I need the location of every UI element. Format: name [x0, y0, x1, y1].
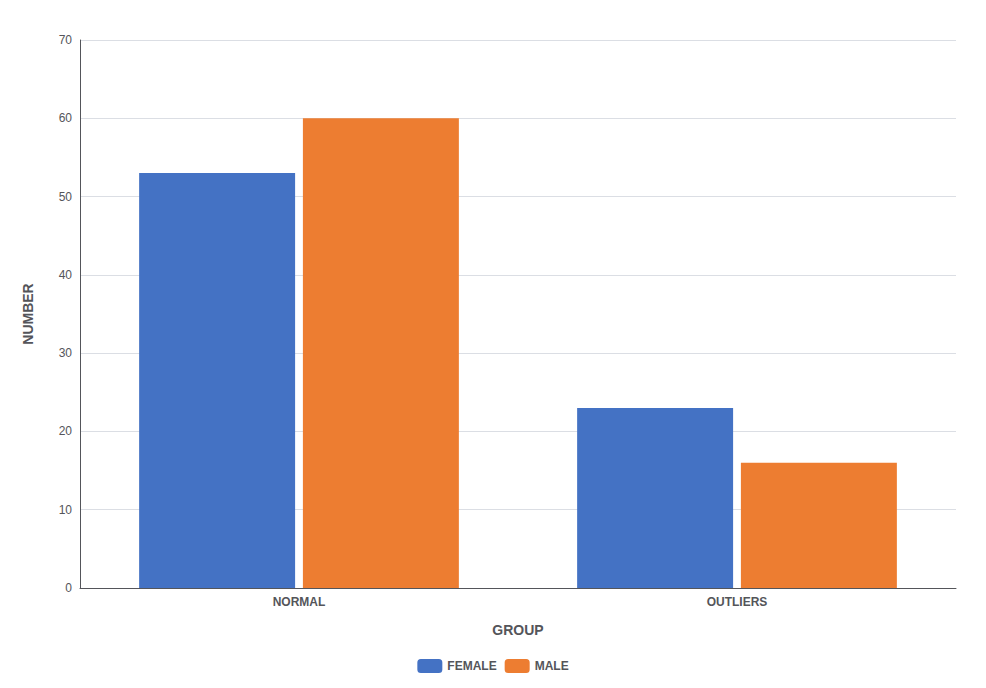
svg-text:MALE: MALE [535, 659, 569, 673]
svg-text:20: 20 [59, 424, 73, 438]
svg-text:FEMALE: FEMALE [447, 659, 496, 673]
svg-text:NORMAL: NORMAL [273, 595, 326, 609]
svg-text:GROUP: GROUP [492, 622, 543, 638]
svg-text:60: 60 [59, 111, 73, 125]
svg-text:10: 10 [59, 503, 73, 517]
svg-text:NUMBER: NUMBER [20, 283, 36, 344]
svg-text:40: 40 [59, 268, 73, 282]
svg-text:0: 0 [65, 581, 72, 595]
svg-text:50: 50 [59, 190, 73, 204]
svg-text:70: 70 [59, 33, 73, 47]
svg-text:30: 30 [59, 346, 73, 360]
svg-text:OUTLIERS: OUTLIERS [707, 595, 768, 609]
